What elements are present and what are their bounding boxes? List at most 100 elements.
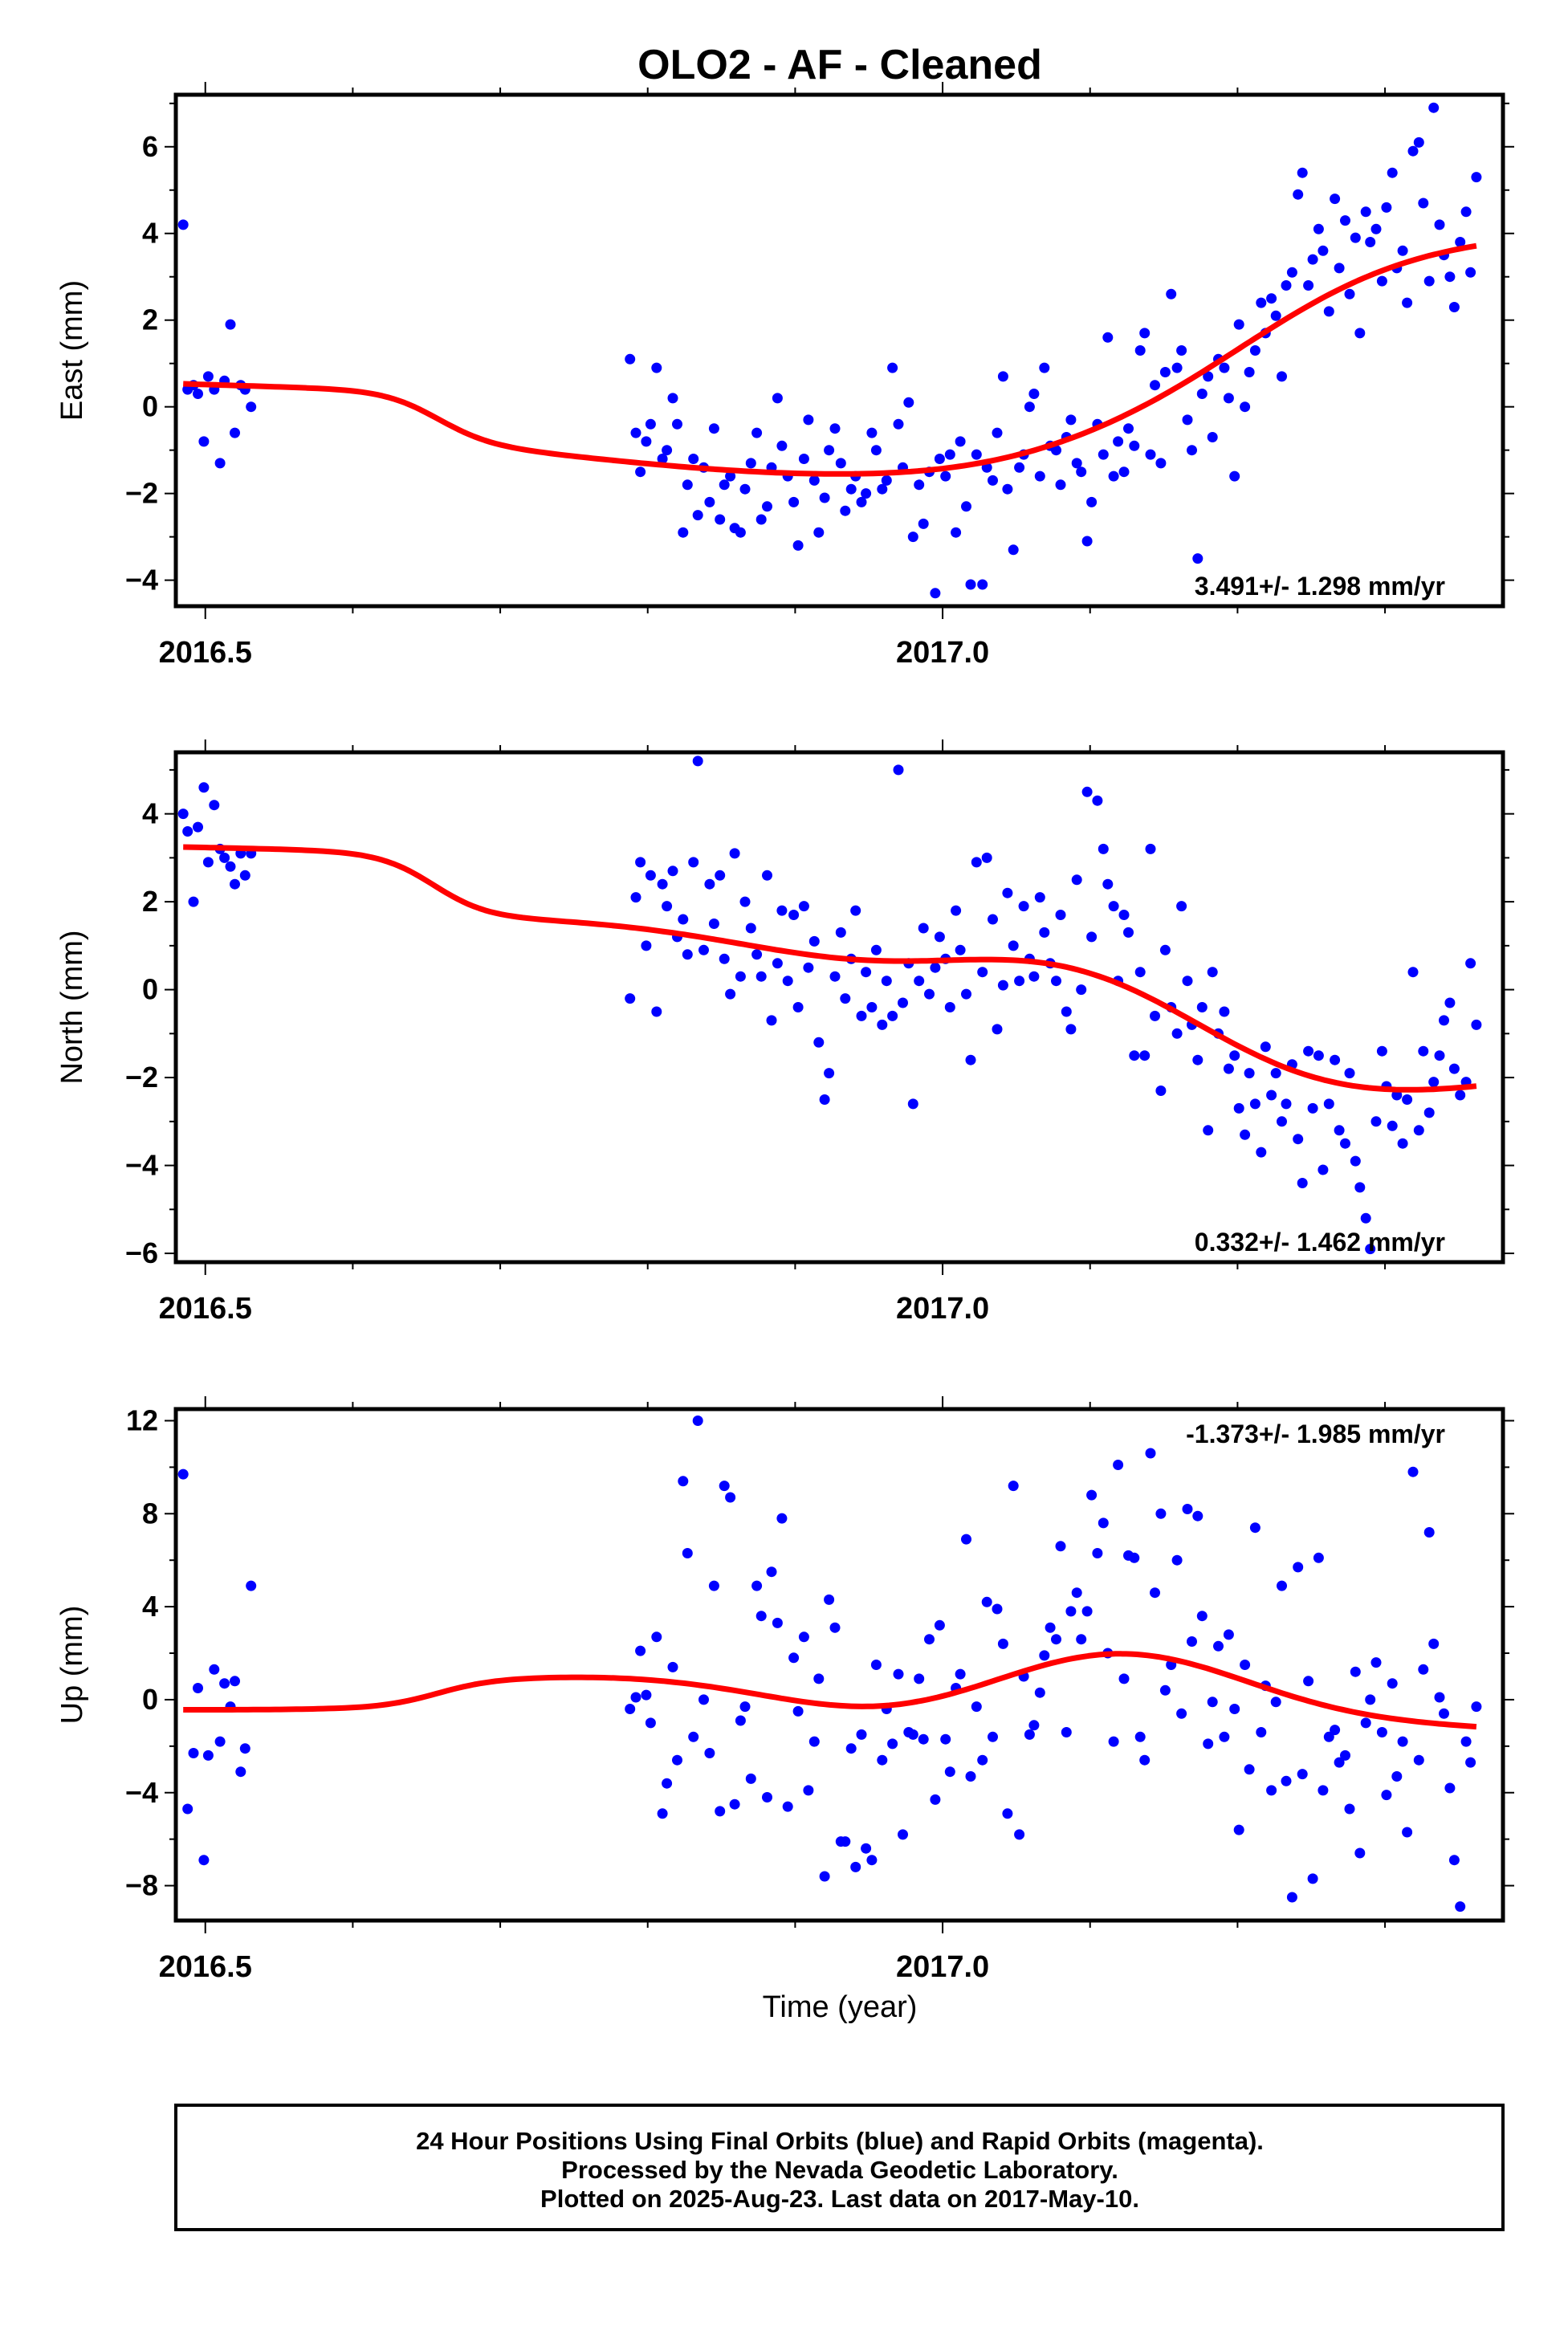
data-point	[907, 1098, 918, 1110]
data-point	[1391, 1771, 1403, 1782]
y-axis-label: East (mm)	[55, 280, 89, 421]
data-point	[977, 579, 988, 590]
data-point	[202, 857, 214, 868]
data-point	[798, 1631, 809, 1643]
data-point	[824, 1594, 835, 1605]
data-point	[1102, 332, 1114, 343]
data-point	[940, 1733, 951, 1745]
data-point	[1123, 423, 1134, 434]
data-point	[1024, 1729, 1035, 1740]
data-point	[772, 393, 783, 404]
data-point	[1428, 1638, 1440, 1649]
y-tick-label: −4	[125, 1149, 158, 1182]
data-point	[1150, 380, 1160, 391]
data-point	[1330, 1725, 1341, 1736]
data-point	[1092, 1548, 1103, 1558]
data-point	[1418, 1045, 1429, 1057]
data-point	[1028, 1720, 1040, 1731]
data-point	[776, 1513, 788, 1524]
data-point	[1139, 328, 1151, 339]
data-point	[1448, 1855, 1460, 1866]
data-point	[1376, 275, 1387, 287]
data-point	[1171, 362, 1183, 373]
data-point	[988, 1731, 998, 1742]
data-point	[1081, 786, 1093, 797]
y-tick-label: 8	[142, 1497, 158, 1530]
data-point	[1028, 389, 1040, 399]
footer-line-1: 24 Hour Positions Using Final Orbits (bl…	[416, 2127, 1264, 2155]
plot-frame	[173, 1407, 1505, 1923]
data-point	[1402, 297, 1413, 308]
data-point	[1233, 319, 1244, 330]
data-point	[755, 1611, 767, 1622]
data-point	[813, 1037, 825, 1048]
data-point	[1055, 910, 1066, 920]
data-point	[751, 1580, 763, 1591]
data-point	[1260, 1041, 1271, 1053]
data-point	[788, 910, 800, 920]
rate-label: 0.332+/- 1.462 mm/yr	[1195, 1228, 1445, 1257]
data-point	[951, 905, 962, 916]
data-point	[762, 501, 772, 512]
data-point	[1061, 1727, 1072, 1737]
data-point	[246, 1580, 257, 1591]
data-point	[907, 532, 918, 543]
data-point	[907, 1729, 918, 1740]
data-point	[1444, 1782, 1456, 1794]
x-axis-label: Time (year)	[763, 1990, 918, 2024]
data-point	[971, 449, 982, 460]
data-point	[1293, 189, 1304, 200]
data-point	[971, 857, 982, 868]
y-tick-label: 12	[126, 1403, 158, 1436]
data-point	[1176, 901, 1187, 912]
data-point	[1360, 1212, 1371, 1224]
rate-label: -1.373+/- 1.985 mm/yr	[1186, 1420, 1445, 1448]
data-point	[856, 1010, 867, 1021]
data-point	[1323, 1731, 1334, 1742]
data-point	[739, 896, 751, 907]
data-point	[1423, 1107, 1435, 1118]
data-point	[751, 949, 763, 960]
data-point	[1159, 1684, 1171, 1696]
y-tick-label: 4	[142, 217, 158, 250]
x-tick-label: 2017.0	[896, 636, 989, 670]
data-point	[1028, 971, 1040, 982]
data-point	[1118, 1673, 1130, 1684]
data-point	[725, 1492, 736, 1503]
data-point	[977, 1754, 988, 1766]
data-point	[1460, 206, 1472, 218]
data-point	[981, 852, 992, 863]
data-point	[1024, 401, 1035, 413]
data-point	[1018, 901, 1029, 912]
data-point	[1434, 1692, 1445, 1703]
fit-curve	[183, 1651, 1477, 1730]
data-point	[840, 993, 851, 1004]
x-tick-label: 2017.0	[896, 1950, 989, 1984]
data-point	[630, 427, 641, 438]
data-point	[725, 470, 736, 482]
y-tick-label: 2	[142, 885, 158, 918]
data-point	[745, 1773, 756, 1784]
data-point	[1145, 1448, 1156, 1459]
data-point	[1192, 553, 1203, 564]
data-point	[625, 1704, 636, 1714]
data-point	[850, 1861, 861, 1872]
data-point	[1002, 483, 1013, 495]
data-point	[1266, 293, 1277, 304]
data-point	[1139, 1050, 1151, 1061]
data-point	[792, 1002, 804, 1012]
data-point	[1270, 1697, 1281, 1708]
data-point	[1387, 167, 1398, 178]
data-point	[1051, 1634, 1061, 1645]
data-point	[1354, 328, 1366, 339]
data-point	[662, 1778, 673, 1789]
data-point	[1448, 302, 1460, 312]
data-point	[893, 418, 904, 430]
data-point	[1376, 1727, 1387, 1737]
data-point	[965, 579, 976, 590]
data-point	[870, 1660, 882, 1670]
data-point	[1203, 371, 1214, 382]
data-point	[667, 866, 678, 877]
plot-frame	[173, 750, 1505, 1265]
data-point	[1370, 223, 1382, 234]
